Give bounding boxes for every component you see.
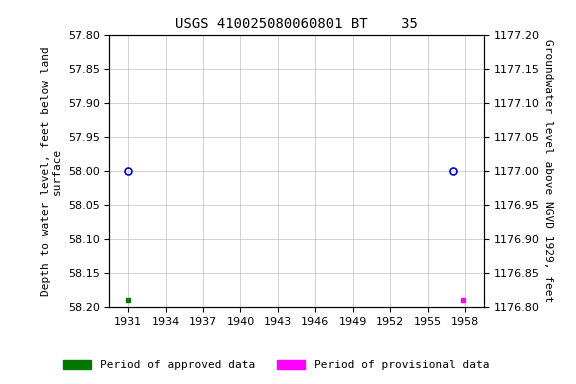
Title: USGS 410025080060801 BT    35: USGS 410025080060801 BT 35: [175, 17, 418, 31]
Y-axis label: Depth to water level, feet below land
surface: Depth to water level, feet below land su…: [41, 46, 62, 296]
Legend: Period of approved data, Period of provisional data: Period of approved data, Period of provi…: [59, 356, 494, 375]
Y-axis label: Groundwater level above NGVD 1929, feet: Groundwater level above NGVD 1929, feet: [543, 39, 554, 303]
